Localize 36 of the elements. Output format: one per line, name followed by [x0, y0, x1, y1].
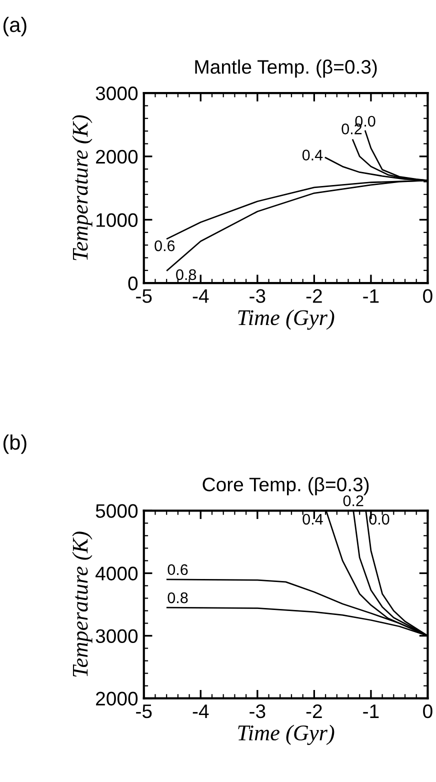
x-tick-label: -3 [250, 289, 266, 303]
x-tick-label: -1 [363, 704, 379, 718]
y-axis-title: Temperature (K) [72, 115, 92, 260]
x-tick-label: -1 [363, 289, 379, 303]
x-axis-title: Time (Gyr) [238, 310, 334, 330]
chart-title: Mantle Temp. (β=0.3) [195, 60, 377, 78]
annotation: 0.8 [168, 592, 188, 604]
x-tick-label: -5 [136, 289, 152, 303]
annotation: 0.6 [154, 240, 175, 252]
chart-title: Core Temp. (β=0.3) [202, 477, 369, 496]
annotation: 0.8 [176, 269, 196, 280]
y-tick-label: 2000 [96, 692, 138, 706]
y-tick-label: 2000 [96, 150, 138, 164]
annotation: 0.6 [168, 564, 188, 576]
x-tick-label: -4 [192, 289, 209, 303]
x-tick-label: -2 [306, 289, 322, 303]
text: (b) [3, 434, 26, 454]
x-tick-label: 0 [423, 289, 432, 303]
y-tick-label: 4000 [96, 566, 138, 580]
annotation: 0.2 [343, 495, 364, 506]
x-tick-label: 0 [423, 704, 432, 718]
x-tick-label: -4 [192, 704, 209, 718]
annotation: 0.0 [369, 514, 390, 525]
y-tick-label: 5000 [96, 504, 138, 518]
text: (a) [3, 16, 26, 36]
y-tick-label: 3000 [96, 86, 138, 100]
y-tick-label: 1000 [96, 213, 138, 227]
y-tick-label: 3000 [96, 629, 138, 644]
annotation: 0.4 [302, 514, 323, 525]
x-tick-label: -5 [136, 704, 152, 718]
y-axis-title: Temperature (K) [72, 532, 92, 677]
x-tick-label: -3 [250, 704, 266, 718]
x-axis-title: Time (Gyr) [238, 724, 334, 745]
y-tick-label: 0 [128, 276, 138, 290]
annotation: 0.4 [302, 150, 323, 160]
x-tick-label: -2 [306, 704, 322, 718]
